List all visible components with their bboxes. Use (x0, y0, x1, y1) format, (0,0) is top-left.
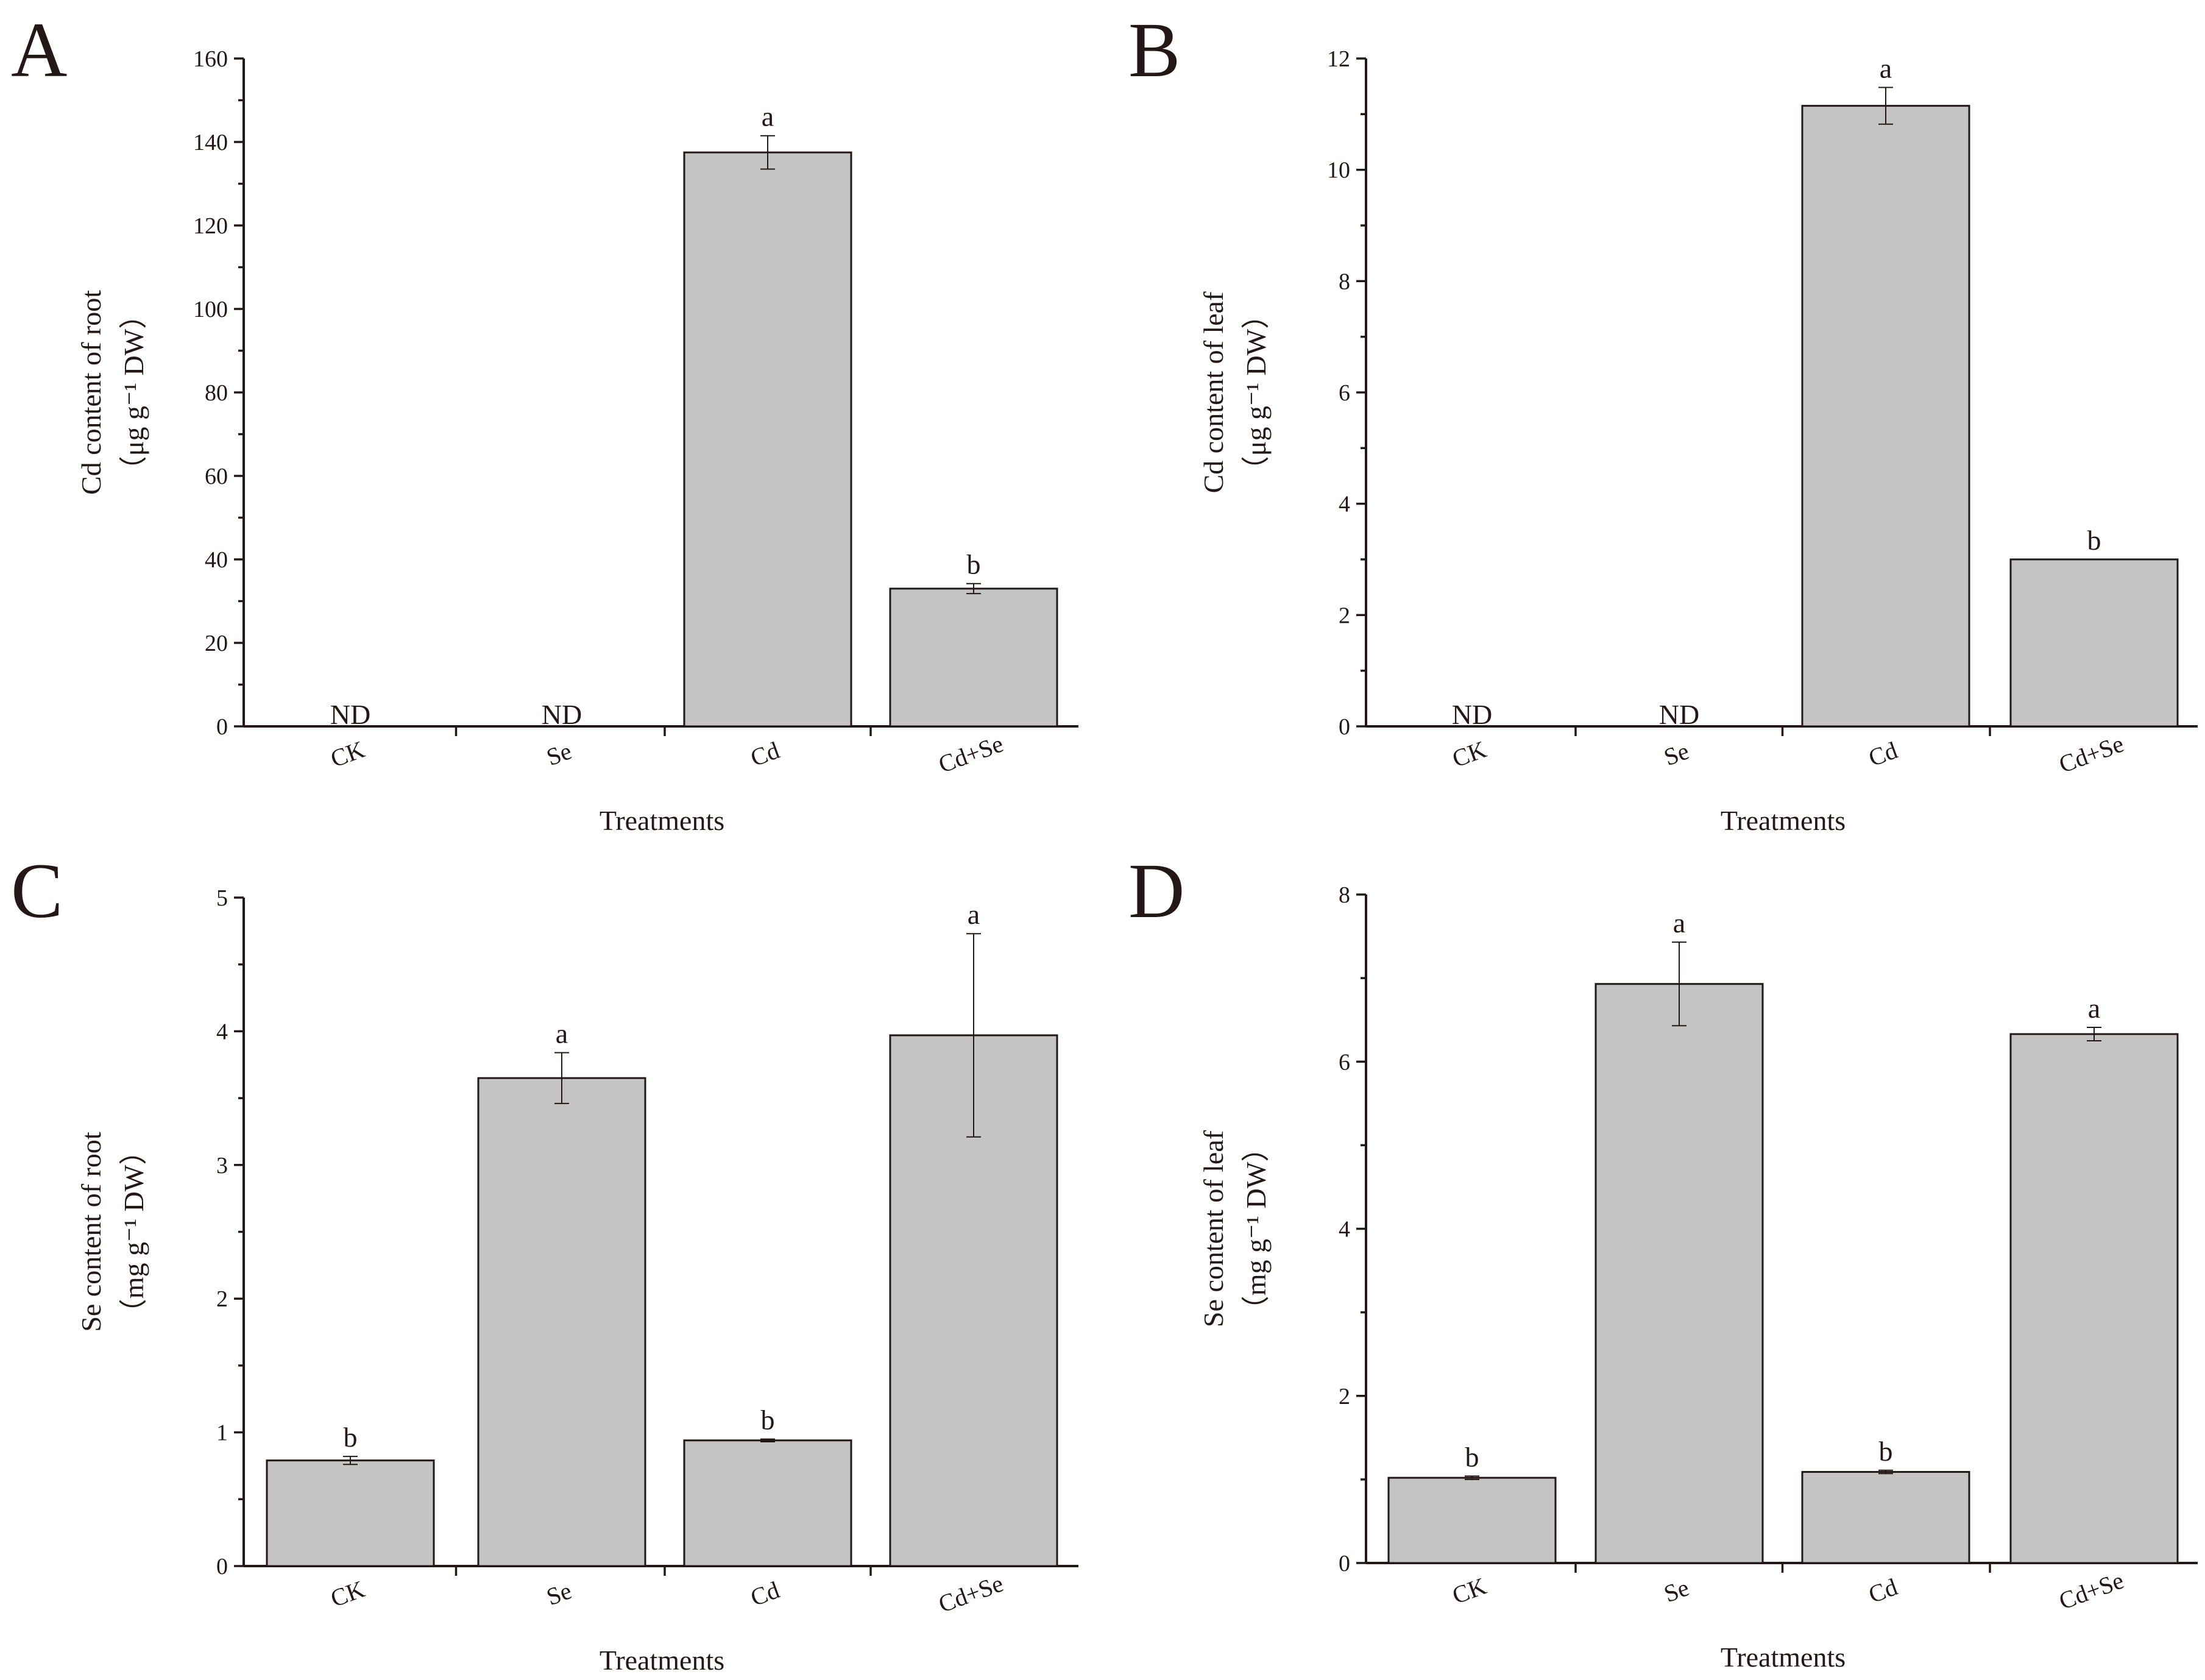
y-tick-label: 120 (193, 213, 228, 239)
bar-cd-plus-se (2009, 558, 2179, 728)
y-tick-label: 20 (205, 631, 228, 656)
y-tick-label: 10 (1327, 158, 1350, 183)
significance-letter: a (1880, 52, 1892, 83)
significance-letter: b (761, 1405, 775, 1436)
bar-cd (683, 151, 852, 728)
x-axis-title: Treatments (1721, 1642, 1846, 1673)
y-axis-title: Se content of leaf (1198, 1130, 1229, 1327)
y-axis-unit: （μg g⁻¹ DW） (118, 301, 149, 484)
x-tick-label: Cd (747, 1576, 783, 1611)
x-tick-label: CK (327, 1575, 369, 1612)
y-tick-label: 0 (1339, 1551, 1350, 1576)
significance-letter: b (967, 549, 981, 580)
y-axis-unit: （mg g⁻¹ DW） (118, 1137, 149, 1327)
significance-letter: a (556, 1018, 568, 1049)
x-tick-label: CK (327, 735, 369, 773)
bar-cd-plus-se (889, 587, 1058, 728)
y-axis-title: Cd content of root (76, 290, 107, 495)
y-tick-label: 4 (1339, 1217, 1350, 1242)
bar-cd-plus-se (2009, 1033, 2179, 1564)
panel-label-c: C (11, 848, 63, 934)
y-axis-title: Se content of root (76, 1132, 107, 1332)
y-tick-label: 6 (1339, 1049, 1350, 1075)
bar-cd (683, 1439, 852, 1567)
x-tick-label: Cd+Se (2055, 729, 2127, 778)
y-tick-label: 3 (216, 1153, 228, 1178)
y-tick-label: 0 (216, 714, 228, 740)
x-tick-label: Cd (1865, 1573, 1901, 1608)
panel-d: D 0 2 4 6 8 b CK a Se b Cd a Cd+Se Treatments Se conte… (1128, 848, 2198, 1673)
y-tick-label: 6 (1339, 380, 1350, 406)
x-axis-title: Treatments (600, 1645, 724, 1676)
panel-a: A 0 20 40 60 80 100 120 140 160 ND CK ND Se a Cd b Cd+Se… (11, 7, 1078, 836)
y-axis-unit: （μg g⁻¹ DW） (1241, 301, 1272, 484)
significance-letter: a (762, 101, 774, 132)
x-tick-label: Cd+Se (935, 1569, 1007, 1618)
y-tick-label: 80 (205, 380, 228, 406)
y-tick-label: 2 (1339, 603, 1350, 628)
panel-label-b: B (1128, 7, 1180, 93)
y-tick-label: 5 (216, 885, 228, 911)
y-tick-label: 8 (1339, 882, 1350, 908)
x-tick-label: Se (543, 737, 575, 771)
y-tick-label: 4 (216, 1019, 228, 1044)
x-tick-label: Cd (747, 736, 783, 771)
significance-letter: a (968, 899, 980, 930)
y-tick-label: 0 (1339, 714, 1350, 740)
x-axis-title: Treatments (1721, 805, 1846, 836)
x-axis-title: Treatments (600, 805, 724, 836)
significance-letter: a (1673, 907, 1685, 938)
significance-letter: b (1879, 1436, 1893, 1467)
not-detected-label: ND (1659, 699, 1699, 730)
significance-letter: a (2088, 993, 2100, 1024)
panel-label-a: A (11, 7, 67, 93)
y-tick-label: 8 (1339, 269, 1350, 294)
not-detected-label: ND (1452, 699, 1492, 730)
y-axis-unit: （mg g⁻¹ DW） (1241, 1134, 1272, 1324)
x-tick-label: CK (1449, 735, 1490, 773)
not-detected-label: ND (330, 699, 370, 730)
bar-cd (1801, 1471, 1970, 1564)
x-tick-label: Se (1660, 1573, 1693, 1607)
y-tick-label: 0 (216, 1554, 228, 1579)
bar-ck (1387, 1476, 1557, 1564)
x-tick-label: Cd (1865, 736, 1901, 771)
y-tick-label: 2 (1339, 1384, 1350, 1409)
x-tick-label: Se (543, 1576, 575, 1611)
panel-c: C 0 1 2 3 4 5 b CK a Se b Cd a Cd+Se Treatments Se cont… (11, 848, 1078, 1676)
significance-letter: b (1465, 1441, 1479, 1472)
y-tick-label: 1 (216, 1420, 228, 1446)
y-tick-label: 160 (193, 46, 228, 72)
bar-se (1594, 983, 1764, 1564)
not-detected-label: ND (542, 699, 582, 730)
y-tick-label: 100 (193, 297, 228, 322)
x-tick-label: Cd+Se (2055, 1566, 2127, 1615)
y-tick-label: 40 (205, 547, 228, 573)
y-tick-label: 12 (1327, 46, 1350, 72)
significance-letter: b (344, 1422, 358, 1453)
y-tick-label: 60 (205, 464, 228, 489)
y-tick-label: 140 (193, 130, 228, 155)
x-tick-label: CK (1449, 1572, 1490, 1609)
y-tick-label: 4 (1339, 492, 1350, 517)
y-axis-title: Cd content of leaf (1198, 291, 1229, 494)
bar-cd (1801, 105, 1970, 728)
bar-ck (266, 1459, 435, 1567)
x-tick-label: Se (1660, 737, 1693, 771)
significance-letter: b (2087, 525, 2101, 556)
y-tick-label: 2 (216, 1286, 228, 1312)
bar-se (477, 1077, 646, 1567)
panel-b: B 0 2 4 6 8 10 12 ND CK ND Se a Cd b Cd+Se Treatments Cd… (1128, 7, 2198, 836)
panel-label-d: D (1128, 848, 1184, 934)
x-tick-label: Cd+Se (935, 729, 1007, 778)
